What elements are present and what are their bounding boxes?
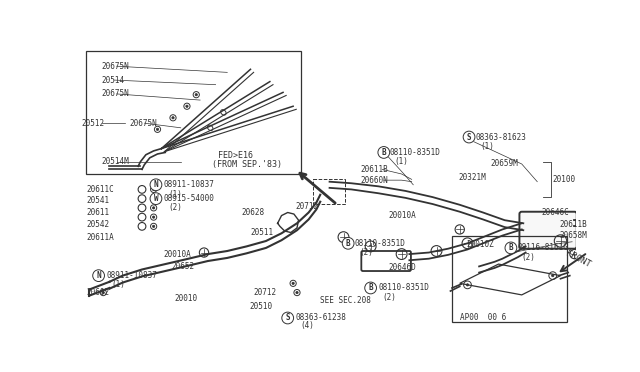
Text: (2): (2) bbox=[522, 253, 536, 262]
Text: 20010A: 20010A bbox=[388, 211, 416, 220]
Circle shape bbox=[138, 186, 146, 193]
Text: 08363-81623: 08363-81623 bbox=[476, 132, 526, 141]
Text: S: S bbox=[467, 132, 472, 141]
Text: (FROM SEP.'83): (FROM SEP.'83) bbox=[212, 160, 282, 169]
Text: (4): (4) bbox=[300, 321, 314, 330]
Circle shape bbox=[138, 213, 146, 221]
Text: 20511: 20511 bbox=[250, 228, 274, 237]
Text: 20628: 20628 bbox=[241, 208, 264, 217]
Circle shape bbox=[102, 291, 104, 294]
Text: 20010A: 20010A bbox=[164, 250, 191, 259]
Text: 20652: 20652 bbox=[172, 262, 195, 271]
Circle shape bbox=[296, 291, 298, 294]
Circle shape bbox=[152, 198, 155, 200]
Text: 20660N: 20660N bbox=[360, 176, 388, 185]
Text: (2): (2) bbox=[382, 293, 396, 302]
Text: 08363-61238: 08363-61238 bbox=[296, 314, 346, 323]
Circle shape bbox=[156, 128, 159, 131]
Text: 20514: 20514 bbox=[102, 76, 125, 84]
Text: 08110-8351D: 08110-8351D bbox=[378, 283, 429, 292]
Text: 20675N: 20675N bbox=[129, 119, 157, 128]
Circle shape bbox=[292, 282, 294, 285]
Circle shape bbox=[552, 275, 554, 277]
Text: (1): (1) bbox=[168, 189, 182, 199]
Text: 20712: 20712 bbox=[253, 288, 276, 297]
Text: B: B bbox=[346, 239, 351, 248]
Text: 20659M: 20659M bbox=[491, 160, 518, 169]
Text: B: B bbox=[509, 243, 513, 253]
Circle shape bbox=[152, 207, 155, 209]
Text: 20010: 20010 bbox=[175, 294, 198, 303]
Circle shape bbox=[138, 195, 146, 202]
Text: B: B bbox=[381, 148, 386, 157]
Text: (2): (2) bbox=[359, 248, 373, 257]
Text: 20646C: 20646C bbox=[542, 208, 570, 217]
Text: 20541: 20541 bbox=[86, 196, 109, 205]
Bar bbox=[86, 51, 301, 174]
Text: 08110-8351D: 08110-8351D bbox=[390, 148, 441, 157]
Text: SEE SEC.208: SEE SEC.208 bbox=[320, 296, 371, 305]
Text: 20512: 20512 bbox=[81, 119, 105, 128]
Circle shape bbox=[195, 93, 197, 96]
Bar bbox=[312, 179, 345, 204]
Text: (2): (2) bbox=[168, 203, 182, 212]
Text: N: N bbox=[96, 271, 101, 280]
Text: N: N bbox=[154, 180, 158, 189]
Text: (1): (1) bbox=[395, 157, 408, 166]
Text: (1): (1) bbox=[111, 280, 125, 289]
Text: 20646D: 20646D bbox=[388, 263, 416, 272]
Circle shape bbox=[186, 105, 188, 108]
Text: 08116-8161G: 08116-8161G bbox=[517, 243, 568, 253]
Text: S: S bbox=[285, 314, 290, 323]
Circle shape bbox=[138, 204, 146, 212]
Bar bbox=[452, 235, 566, 322]
Text: 20675N: 20675N bbox=[102, 89, 129, 99]
Text: 20611B: 20611B bbox=[360, 165, 388, 174]
Circle shape bbox=[152, 225, 155, 228]
Text: 20675N: 20675N bbox=[102, 62, 129, 71]
Text: 08915-54000: 08915-54000 bbox=[164, 194, 214, 203]
Text: 08911-10837: 08911-10837 bbox=[164, 180, 214, 189]
Text: AP00  00 6: AP00 00 6 bbox=[460, 314, 506, 323]
Text: 20514M: 20514M bbox=[102, 157, 129, 166]
Text: 20010Z: 20010Z bbox=[466, 240, 493, 249]
Text: 08911-10837: 08911-10837 bbox=[106, 271, 157, 280]
Text: 20712: 20712 bbox=[296, 202, 319, 211]
Text: FRONT: FRONT bbox=[564, 248, 593, 269]
Text: W: W bbox=[154, 194, 158, 203]
FancyBboxPatch shape bbox=[520, 212, 577, 249]
Text: 20602: 20602 bbox=[86, 288, 109, 297]
Text: B: B bbox=[368, 283, 373, 292]
Text: 20611B: 20611B bbox=[559, 220, 587, 229]
Circle shape bbox=[152, 216, 155, 218]
Circle shape bbox=[172, 117, 174, 119]
Text: 20510: 20510 bbox=[249, 302, 272, 311]
Circle shape bbox=[467, 284, 468, 286]
Circle shape bbox=[138, 222, 146, 230]
Text: 20658M: 20658M bbox=[559, 231, 587, 240]
Text: 08110-8351D: 08110-8351D bbox=[355, 239, 405, 248]
Circle shape bbox=[152, 188, 155, 190]
Text: 20611C: 20611C bbox=[86, 185, 114, 194]
Text: 20321M: 20321M bbox=[458, 173, 486, 182]
Text: 20611: 20611 bbox=[86, 208, 109, 217]
Text: (1): (1) bbox=[480, 142, 494, 151]
Text: 20542: 20542 bbox=[86, 220, 109, 229]
Text: FED>E16: FED>E16 bbox=[218, 151, 253, 160]
Text: 20100: 20100 bbox=[553, 175, 576, 184]
Text: 20611A: 20611A bbox=[86, 232, 114, 242]
